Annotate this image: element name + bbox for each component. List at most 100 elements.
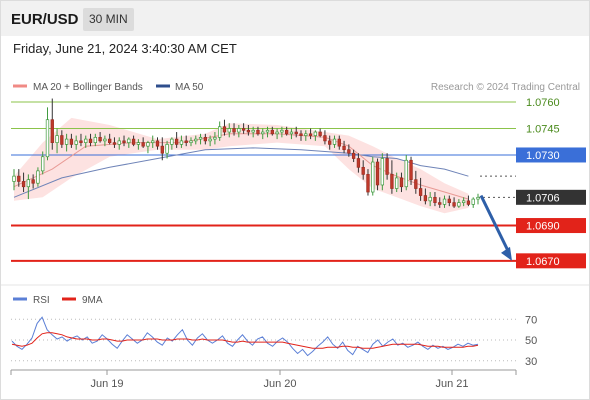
candle-bearish [112, 142, 117, 145]
candle-bearish [131, 138, 136, 145]
ma50-legend-swatch [156, 84, 170, 88]
candle-bullish [251, 129, 255, 133]
candle-bearish [98, 136, 102, 142]
candle-bearish [17, 175, 21, 182]
candle-bearish [375, 161, 380, 186]
candle-bearish [79, 140, 83, 143]
candle-bullish [136, 142, 141, 145]
level-label-1.0690: 1.0690 [526, 221, 560, 233]
rsi-ma-legend-label: 9MA [82, 295, 103, 306]
x-tick-label-0: Jun 19 [90, 378, 123, 390]
rsi-legend-swatch [13, 297, 27, 301]
candle-bullish [237, 128, 241, 133]
candle-bullish [265, 129, 270, 133]
candle-bullish [165, 144, 169, 154]
candle-bearish [390, 174, 394, 189]
candle-bearish [122, 140, 126, 143]
candle-bearish [337, 138, 341, 147]
candle-bullish [208, 138, 212, 142]
candle-bearish [351, 152, 356, 159]
candle-bullish [93, 136, 97, 143]
candle-bullish [84, 138, 88, 143]
candle-bullish [476, 196, 480, 200]
candle-bearish [323, 135, 327, 142]
candle-bearish [108, 138, 112, 143]
candle-bullish [313, 131, 318, 136]
x-tick-label-1: Jun 20 [263, 378, 296, 390]
candle-bullish [289, 131, 294, 135]
candle-bullish [117, 140, 121, 145]
candle-bullish [218, 126, 222, 138]
candle-bearish [409, 159, 413, 181]
candle-bullish [103, 138, 107, 142]
rsi-line [11, 316, 479, 357]
candle-bearish [361, 166, 365, 175]
candle-bullish [151, 140, 155, 143]
candle-bearish [241, 128, 246, 131]
forecast-arrow [479, 194, 512, 261]
candle-bullish [304, 133, 308, 136]
candle-bearish [88, 138, 93, 143]
candle-bearish [452, 202, 456, 207]
level-label-1.0730: 1.0730 [526, 150, 560, 162]
candle-bearish [50, 119, 54, 143]
candle-bullish [371, 161, 375, 193]
level-label-1.0670: 1.0670 [526, 256, 560, 268]
candle-bullish [428, 196, 432, 202]
level-tag-1.0706 [516, 189, 586, 205]
header-bar: EUR/USD 30 MIN [1, 1, 589, 36]
price-levels: 1.0760 1.0745 1.0730 1.0706 1.0690 1.0670 [11, 97, 586, 269]
candle-bullish [146, 142, 150, 147]
candle-bearish [433, 196, 437, 203]
candle-bearish [385, 158, 389, 175]
bollinger-band-area [14, 117, 469, 214]
candle-bearish [232, 128, 236, 133]
candle-bullish [227, 128, 231, 133]
rsi-ma-line [11, 332, 479, 349]
rsi-panel: RSI 9MA 70 50 30 [1, 284, 589, 368]
ma50-line [13, 147, 469, 198]
level-label-1.0706: 1.0706 [526, 192, 560, 204]
rsi-tick-30: 30 [525, 356, 537, 368]
ma20-legend-swatch [13, 84, 27, 88]
forecast-arrow-head [501, 246, 512, 261]
candle-bullish [189, 140, 193, 143]
candle-bullish [26, 179, 31, 188]
candle-bearish [141, 142, 145, 147]
candle-bullish [471, 198, 475, 205]
candle-bearish [270, 129, 274, 135]
candle-bearish [299, 133, 303, 136]
candle-bullish [41, 156, 45, 172]
candle-bearish [203, 136, 208, 142]
candle-bearish [294, 131, 298, 135]
candle-bullish [45, 119, 50, 158]
candle-bearish [246, 129, 251, 133]
candle-bearish [423, 195, 428, 202]
candle-bearish [31, 179, 35, 184]
candle-bearish [342, 145, 346, 151]
rsi-tick-70: 70 [525, 314, 537, 326]
candle-bullish [198, 136, 203, 140]
candle-bullish [280, 129, 284, 133]
indicator-legend: MA 20 + Bollinger Bands MA 50 Research ©… [13, 82, 580, 93]
candle-bullish [461, 200, 466, 203]
ma50-legend-label: MA 50 [175, 82, 204, 93]
candle-bullish [404, 159, 408, 188]
candle-bullish [179, 140, 184, 145]
candle-bearish [366, 174, 370, 193]
rsi-tick-50: 50 [525, 335, 537, 347]
candle-bearish [60, 135, 64, 145]
candle-bullish [457, 202, 461, 207]
candle-bearish [222, 126, 227, 133]
candle-bullish [332, 138, 337, 145]
watermark: Research © 2024 Trading Central [431, 82, 580, 93]
forecast-arrow-shaft [479, 194, 511, 254]
timeframe-button[interactable]: 30 MIN [83, 8, 134, 31]
candle-bearish [399, 177, 404, 188]
candle-bearish [256, 129, 260, 135]
ma20-legend-label: MA 20 + Bollinger Bands [33, 82, 143, 93]
candle-bearish [318, 131, 322, 136]
candle-bearish [347, 149, 351, 154]
datetime-label: Friday, June 21, 2024 3:40:30 AM CET [13, 41, 237, 56]
